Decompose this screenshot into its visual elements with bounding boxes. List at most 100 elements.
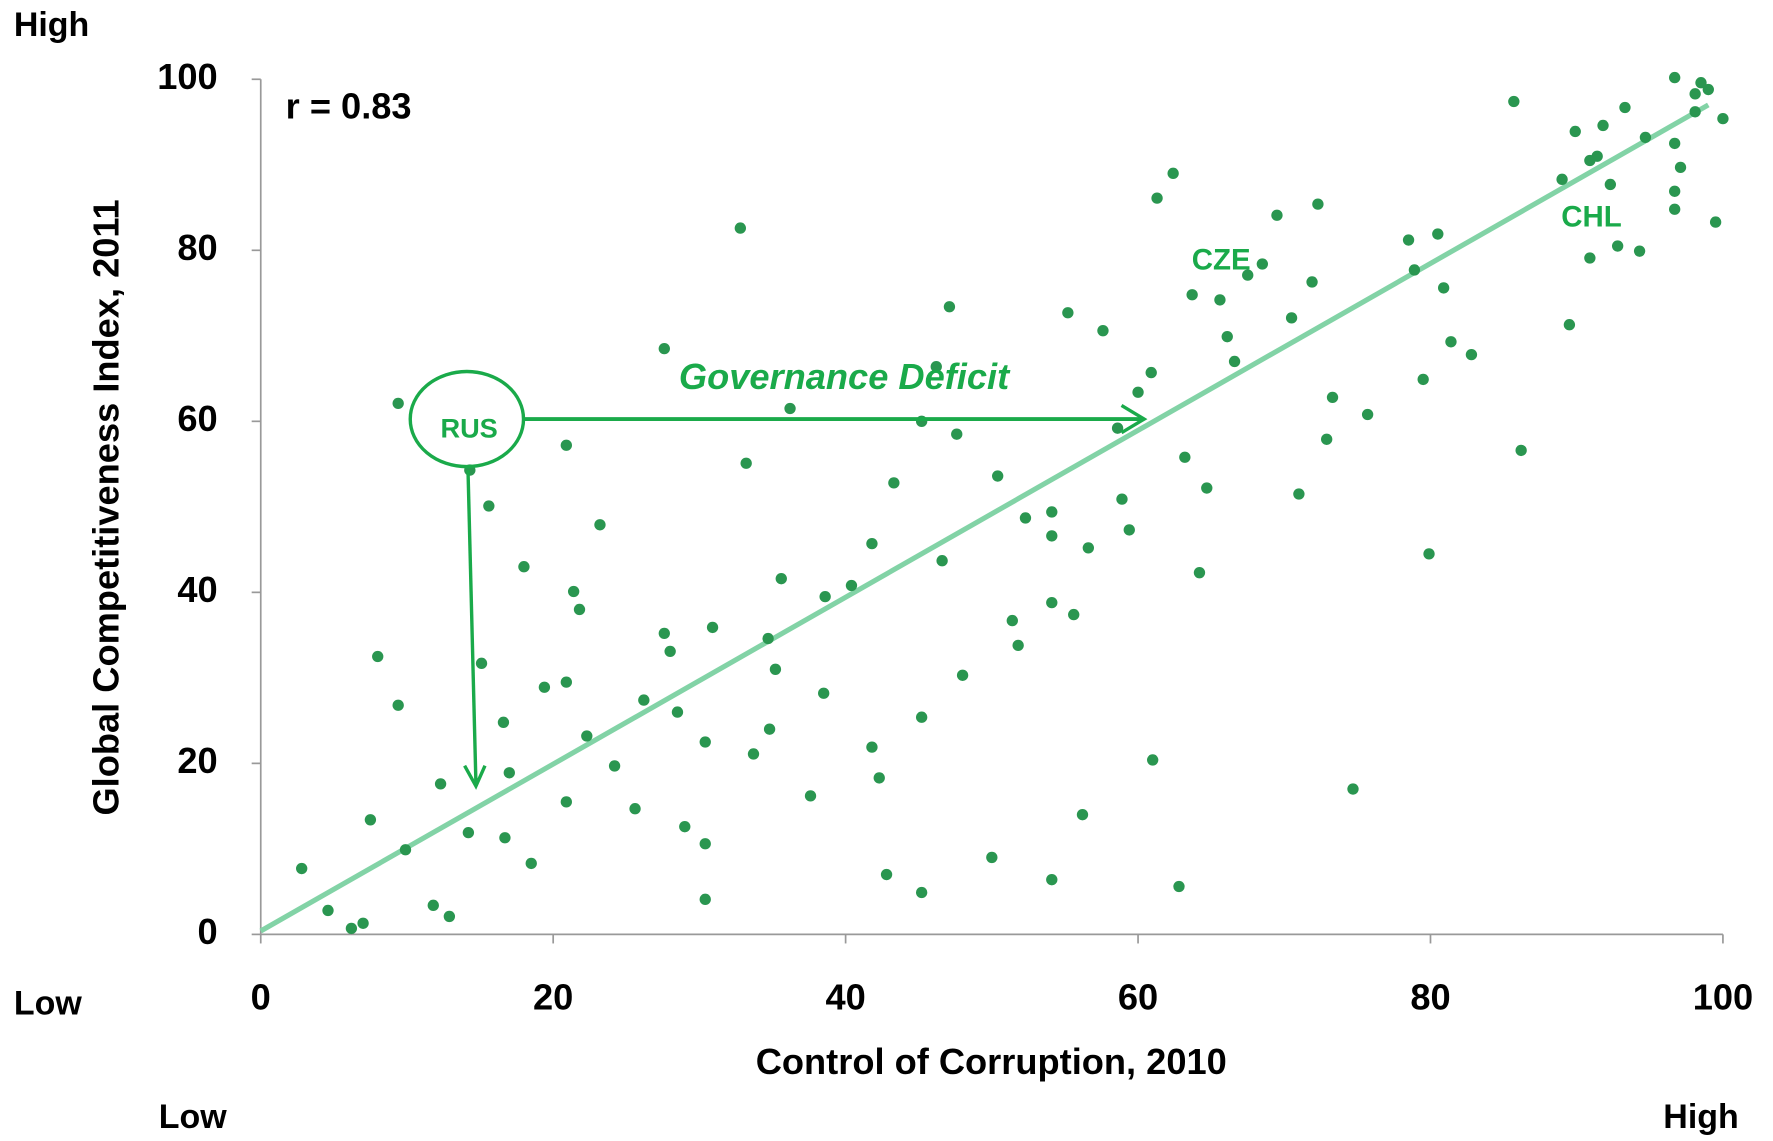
point [1717,112,1729,125]
point [873,772,885,784]
point [525,857,537,870]
point [1695,77,1707,89]
point [1147,754,1159,766]
point [1068,608,1080,621]
point [1326,391,1339,404]
point [443,910,456,923]
trend-line [259,102,1710,934]
point [706,621,719,634]
point [1669,203,1681,215]
point [1702,83,1714,96]
x-tick-label: 20 [533,977,573,1018]
point [1214,294,1226,306]
point [956,669,969,681]
point [888,477,900,489]
point [1082,542,1094,554]
point [1465,348,1478,361]
point [1689,88,1701,100]
point [499,832,511,844]
point [1437,282,1450,294]
arrow-head [1120,404,1148,435]
point [775,573,787,585]
point [1116,493,1128,505]
point [1201,482,1213,494]
y-axis-label: Global Competitiveness Index, 2011 [86,199,127,815]
x-tick-label: 60 [1118,977,1158,1018]
point [1669,71,1681,84]
point [1306,276,1318,288]
y-tick-label: 20 [177,740,217,781]
point [699,736,711,748]
point [1271,209,1283,221]
highlight-circle [408,369,526,469]
point [475,657,488,669]
point [1619,101,1631,114]
point [538,681,551,693]
point [1046,596,1058,609]
point [734,222,746,234]
point [1123,524,1135,536]
point [1186,289,1198,301]
point [1006,614,1018,627]
point [573,603,586,616]
point [1556,173,1568,185]
point [936,555,948,567]
point [1669,137,1681,150]
point [427,899,439,911]
point [629,803,641,815]
point [1046,530,1058,542]
point [567,585,580,598]
point [1417,373,1429,386]
point [1312,198,1324,210]
point [845,579,858,592]
point [518,561,530,573]
point [866,537,878,550]
point [951,428,963,440]
point [1423,548,1435,560]
point [1347,783,1359,795]
point [392,699,404,711]
annotation: CHL [1561,200,1622,233]
annotation: CZE [1192,243,1251,276]
point [483,500,495,512]
point [364,814,377,826]
point [1046,874,1058,886]
x-tick-label: 100 [1693,977,1753,1018]
point [915,886,928,899]
point [930,360,942,373]
point [1111,422,1124,434]
point [1563,319,1576,331]
point [594,519,606,531]
point [943,301,956,313]
point [1019,512,1032,524]
x-low-label: Low [159,1098,227,1136]
point [769,663,782,675]
point [1611,240,1624,252]
point [560,439,572,451]
point [762,632,774,645]
point [1097,325,1109,337]
point [1515,444,1527,457]
point [1569,125,1581,138]
point [608,760,621,772]
y-tick-label: 40 [177,569,217,610]
x-tick-label: 80 [1410,977,1450,1018]
point [1709,216,1722,228]
annotation: Governance Deficit [679,356,1011,397]
point [658,627,670,640]
point [1285,312,1298,324]
point [986,851,998,864]
point [880,868,893,881]
point [1062,307,1074,319]
point [804,790,817,802]
point [1591,150,1603,162]
point [671,706,684,718]
y-low-label: Low [14,985,82,1023]
point [679,820,691,833]
point [1408,264,1421,276]
point [1639,131,1652,144]
annotation: RUS [440,413,497,444]
point [392,397,404,410]
point [497,716,510,728]
